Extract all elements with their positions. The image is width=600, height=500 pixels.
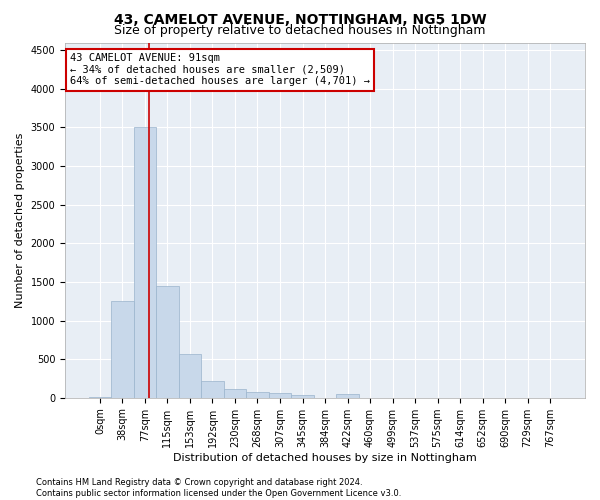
X-axis label: Distribution of detached houses by size in Nottingham: Distribution of detached houses by size …: [173, 452, 477, 462]
Y-axis label: Number of detached properties: Number of detached properties: [15, 132, 25, 308]
Text: Size of property relative to detached houses in Nottingham: Size of property relative to detached ho…: [114, 24, 486, 37]
Bar: [201, 380, 224, 398]
Text: Contains HM Land Registry data © Crown copyright and database right 2024.
Contai: Contains HM Land Registry data © Crown c…: [36, 478, 401, 498]
Bar: [224, 389, 246, 398]
Bar: [134, 128, 156, 398]
Bar: [89, 397, 111, 398]
Bar: [246, 392, 269, 398]
Text: 43, CAMELOT AVENUE, NOTTINGHAM, NG5 1DW: 43, CAMELOT AVENUE, NOTTINGHAM, NG5 1DW: [113, 12, 487, 26]
Bar: [111, 301, 134, 398]
Text: 43 CAMELOT AVENUE: 91sqm
← 34% of detached houses are smaller (2,509)
64% of sem: 43 CAMELOT AVENUE: 91sqm ← 34% of detach…: [70, 53, 370, 86]
Bar: [291, 396, 314, 398]
Bar: [336, 394, 359, 398]
Bar: [156, 286, 179, 398]
Bar: [269, 394, 291, 398]
Bar: [179, 354, 201, 398]
